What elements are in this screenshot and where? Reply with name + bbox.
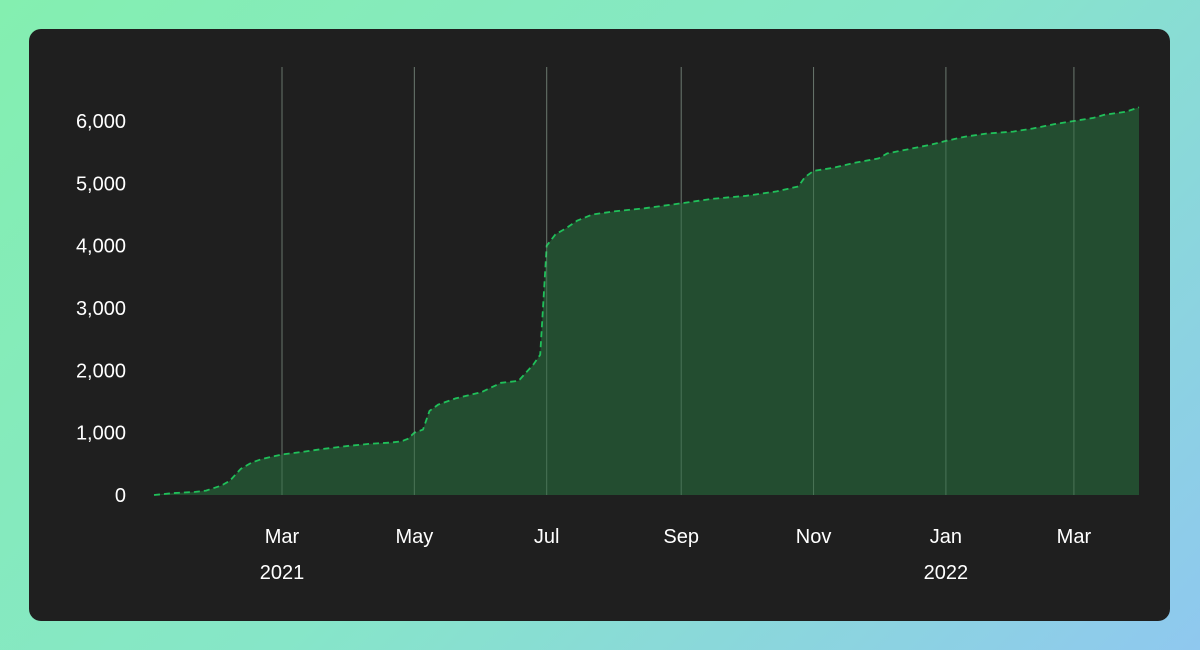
y-tick-label: 4,000	[76, 236, 126, 258]
x-tick-year-label: 2022	[924, 562, 969, 584]
y-tick-label: 1,000	[76, 423, 126, 445]
y-tick-label: 2,000	[76, 360, 126, 382]
area-layer	[153, 67, 1140, 496]
x-tick-label: May	[395, 526, 433, 548]
x-tick-year-label: 2021	[260, 562, 305, 584]
series-line	[153, 106, 1140, 496]
chart-card: 0 1,000 2,000 3,000 4,000 5,000 6,000 Mar 2021 M…	[29, 29, 1170, 621]
y-tick-label: 3,000	[76, 298, 126, 320]
x-axis: Mar 2021 May Jul Sep Nov Jan 2022 Mar	[260, 526, 1092, 584]
y-tick-label: 5,000	[76, 173, 126, 195]
y-axis: 0 1,000 2,000 3,000 4,000 5,000 6,000	[76, 111, 126, 507]
area-fill	[154, 107, 1139, 496]
x-tick-label: Jul	[534, 526, 560, 548]
x-tick-label: Jan	[930, 526, 962, 548]
x-tick-label: Mar	[1057, 526, 1092, 548]
y-tick-label: 0	[115, 485, 126, 507]
y-tick-label: 6,000	[76, 111, 126, 133]
x-tick-label: Sep	[663, 526, 699, 548]
x-tick-label: Mar	[265, 526, 300, 548]
x-tick-label: Nov	[796, 526, 832, 548]
